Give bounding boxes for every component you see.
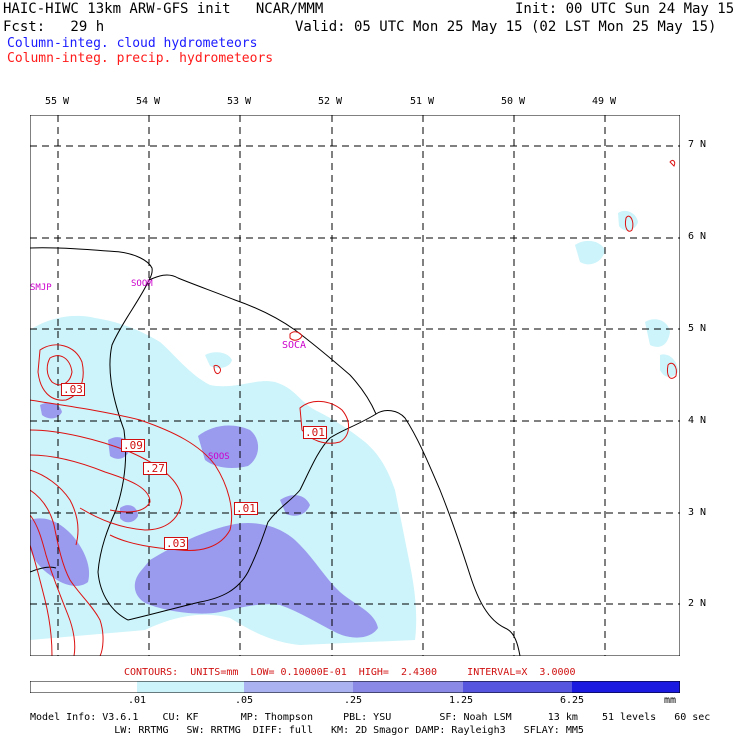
colorbar-units: mm [664,695,677,706]
colorbar-tick: .01 [128,695,147,706]
lat-label: 4 N [688,415,707,426]
lat-label: 5 N [688,323,707,334]
init-time: Init: 00 UTC Sun 24 May 15 [515,1,735,17]
station-label: SOOS [208,452,230,462]
lat-label: 3 N [688,507,707,518]
lat-label: 6 N [688,231,707,242]
lat-label: 7 N [688,139,707,150]
coastline [148,274,521,656]
lon-label: 50 W [501,96,526,107]
contour-info: CONTOURS: UNITS=mm LOW= 0.10000E-01 HIGH… [124,667,576,678]
model-info-line1: Model Info: V3.6.1 CU: KF MP: Thompson P… [30,712,711,723]
model-title: HAIC-HIWC 13km ARW-GFS init NCAR/MMM [3,1,324,17]
station-label: SOOM [131,279,153,289]
country-borders [30,247,377,621]
contour-label: .03 [61,383,85,396]
station-label: SMJP [30,283,52,293]
colorbar-tick: 6.25 [560,695,585,706]
cloud-field-mid [30,402,378,638]
lat-label: 2 N [688,598,707,609]
legend-precip-hydrometeors: Column-integ. precip. hydrometeors [7,51,274,66]
colorbar [30,681,680,693]
contour-label: .09 [121,439,145,452]
legend-cloud-hydrometeors: Column-integ. cloud hydrometeors [7,36,258,51]
contour-label: .01 [234,502,258,515]
contour-label: .27 [143,462,167,475]
forecast-hour: Fcst: 29 h [3,19,105,35]
contour-label: .01 [303,426,327,439]
colorbar-tick: 1.25 [449,695,474,706]
colorbar-tick: .25 [344,695,363,706]
lon-label: 52 W [318,96,343,107]
valid-time: Valid: 05 UTC Mon 25 May 15 (02 LST Mon … [295,19,717,35]
colorbar-tick: .05 [235,695,254,706]
lon-label: 49 W [592,96,617,107]
station-label: SOCA [282,340,307,351]
lon-label: 55 W [45,96,70,107]
cloud-field-light [30,210,678,645]
lon-label: 51 W [410,96,435,107]
contour-label: .03 [164,537,188,550]
map-panel [30,115,680,656]
model-info-line2: LW: RRTMG SW: RRTMG DIFF: full KM: 2D Sm… [30,725,584,736]
lon-label: 54 W [136,96,161,107]
lon-label: 53 W [227,96,252,107]
lat-lon-grid [30,115,680,656]
